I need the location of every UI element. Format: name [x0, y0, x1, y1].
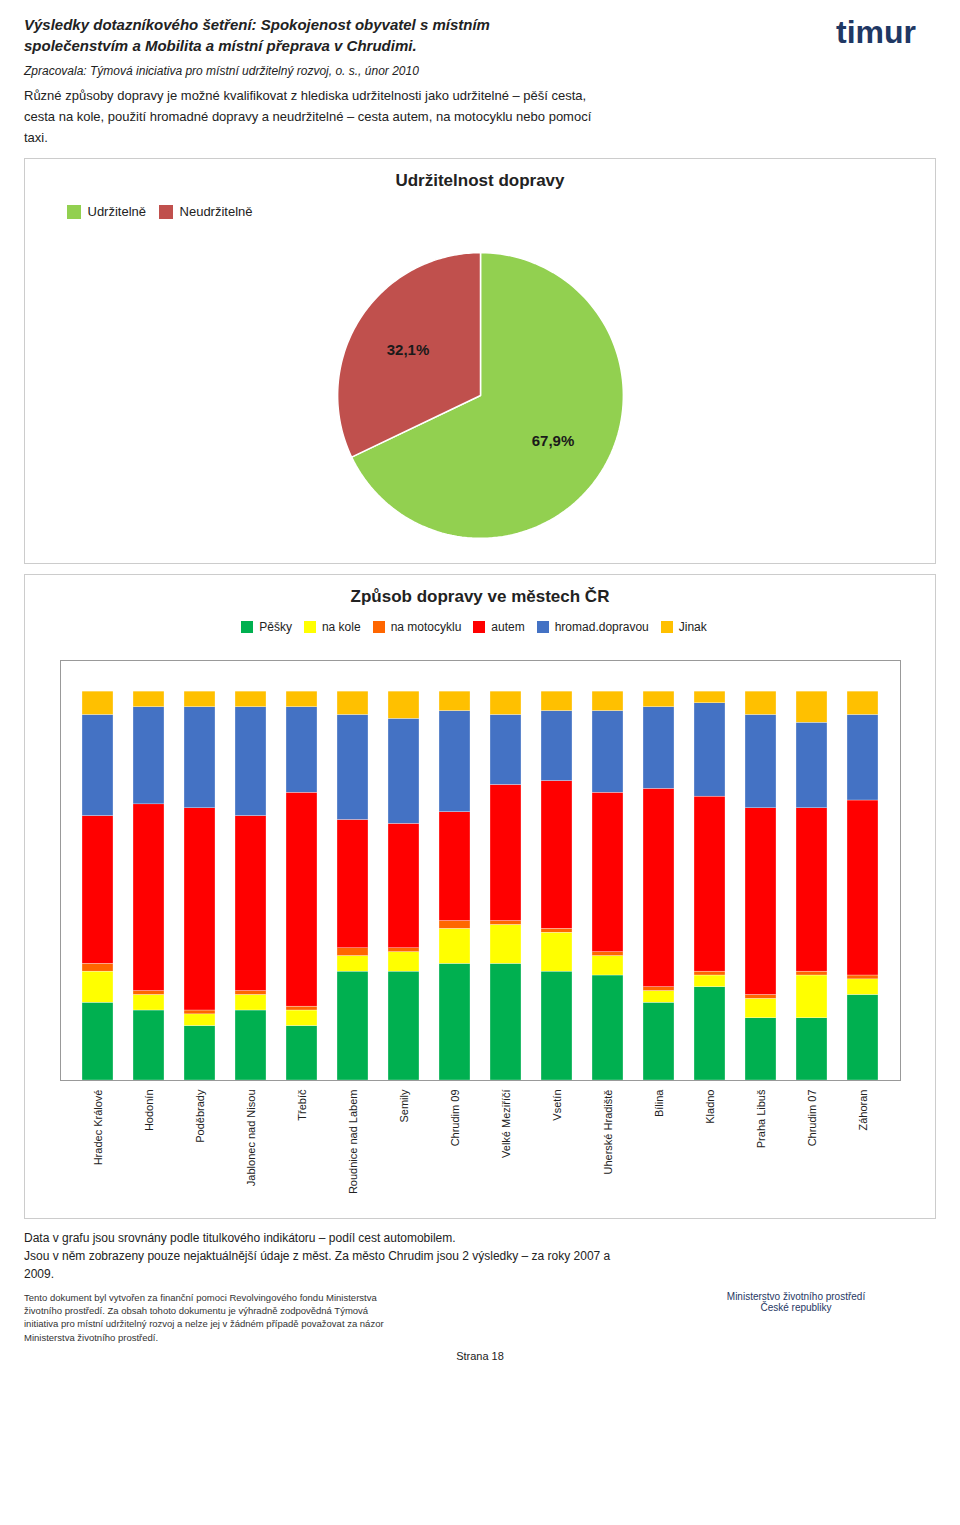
svg-text:32,1%: 32,1% [387, 340, 430, 357]
svg-text:Vsetín: Vsetín [551, 1089, 563, 1120]
html-text:Data v grafu jsou srovnány pod: Data v grafu jsou srovnány podle titulko… [24, 1230, 611, 1281]
html-text:Udržitelně: Udržitelně [87, 204, 146, 220]
svg-text:Chrudim 07: Chrudim 07 [806, 1089, 818, 1146]
html-text:Udržitelnost dopravy: Udržitelnost dopravy [395, 171, 565, 191]
svg-text:Třebíč: Třebíč [296, 1089, 308, 1121]
svg-text:Kladno: Kladno [704, 1089, 716, 1123]
html-text:Různé způsoby dopravy je možné: Různé způsoby dopravy je možné kvalifiko… [24, 88, 592, 145]
svg-text:Jablonec nad Nisou: Jablonec nad Nisou [245, 1089, 257, 1186]
svg-text:Hodonín: Hodonín [143, 1089, 155, 1131]
html-text:Výsledky dotazníkového šetření: Výsledky dotazníkového šetření: Spokojen… [24, 16, 490, 54]
svg-text:Chrudim 09: Chrudim 09 [449, 1089, 461, 1146]
html-text:na motocyklu: na motocyklu [390, 620, 462, 635]
html-text:Ministerstvo životního prostře: Ministerstvo životního prostředí České r… [726, 1290, 866, 1313]
svg-text:Poděbrady: Poděbrady [194, 1089, 206, 1143]
html-text:Pěšky: Pěšky [259, 620, 292, 635]
svg-text:Bílina: Bílina [653, 1089, 665, 1117]
html-text:Neudržitelně: Neudržitelně [179, 204, 253, 220]
html-text:timur: timur [836, 14, 916, 50]
svg-text:Praha Libuš: Praha Libuš [755, 1089, 767, 1148]
svg-text:67,9%: 67,9% [532, 432, 575, 449]
svg-text:Semily: Semily [398, 1089, 410, 1123]
html-text:Zpracovala: Týmová iniciativa: Zpracovala: Týmová iniciativa pro místní… [24, 64, 419, 78]
html-text:Způsob dopravy ve městech ČR: Způsob dopravy ve městech ČR [350, 586, 610, 606]
svg-text:Uherské Hradiště: Uherské Hradiště [602, 1089, 614, 1174]
svg-text:Záhoran: Záhoran [857, 1089, 869, 1130]
svg-text:Hradec Králové: Hradec Králové [92, 1089, 104, 1165]
html-text:Tento dokument byl vytvořen za: Tento dokument byl vytvořen za finanční … [24, 1291, 384, 1343]
html-text:na kole: na kole [321, 620, 361, 635]
html-text:hromad.dopravou: hromad.dopravou [554, 620, 649, 635]
html-text:Strana 18: Strana 18 [456, 1350, 504, 1363]
html-text:autem: autem [491, 620, 525, 635]
svg-text:Roudnice nad Labem: Roudnice nad Labem [347, 1089, 359, 1194]
svg-text:Velké Meziříčí: Velké Meziříčí [500, 1089, 512, 1157]
html-text:Jinak: Jinak [678, 620, 707, 635]
